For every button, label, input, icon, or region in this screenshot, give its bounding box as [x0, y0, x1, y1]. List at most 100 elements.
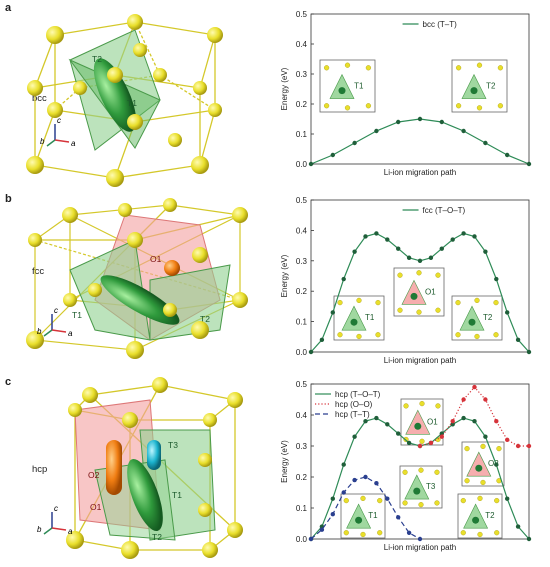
data-point	[461, 128, 466, 134]
axis-label-c-b: c	[54, 306, 58, 315]
data-point	[352, 140, 357, 146]
y-tick-label: 0.5	[296, 380, 308, 389]
y-tick-label: 0.1	[296, 318, 308, 327]
plot-frame	[310, 13, 530, 165]
data-point	[385, 422, 390, 427]
data-point	[396, 431, 401, 436]
data-point	[472, 384, 477, 390]
inset-T1: T1	[333, 295, 385, 341]
data-point	[526, 536, 532, 542]
legend-label: bcc (T–T)	[423, 20, 458, 29]
data-point	[461, 397, 466, 402]
y-tick-label: 0.4	[296, 226, 308, 235]
y-tick-label: 0.0	[296, 348, 308, 357]
data-point	[483, 249, 488, 254]
inset-T2: T2	[457, 493, 503, 539]
data-point	[385, 496, 390, 501]
structure-label-fcc: fcc	[32, 266, 45, 277]
data-point	[319, 527, 325, 532]
inset-T2: T2	[451, 59, 508, 113]
data-point	[330, 310, 335, 315]
svg-text:T2: T2	[485, 511, 495, 520]
inset-T1: T1	[319, 59, 376, 113]
data-point	[319, 337, 325, 343]
y-tick-label: 0.0	[296, 535, 308, 544]
data-point	[494, 276, 499, 282]
hcp-structure: O2 O1 T3 T1 T2	[66, 377, 243, 559]
svg-text:T1: T1	[172, 490, 182, 500]
bcc-structure: T2 T1	[26, 14, 223, 187]
y-tick-label: 0.2	[296, 287, 308, 296]
y-tick-label: 0.5	[296, 196, 308, 205]
inset-O1: O1	[393, 267, 445, 317]
legend-label: hcp (T–T)	[335, 410, 370, 419]
y-tick-label: 0.3	[296, 70, 308, 79]
svg-text:O2: O2	[88, 470, 100, 480]
axis-label-a-b: a	[68, 329, 73, 338]
data-point	[461, 415, 466, 421]
svg-text:O1: O1	[427, 417, 438, 426]
data-point	[396, 119, 401, 125]
svg-text:T2: T2	[152, 532, 162, 542]
axis-label-b-b: b	[37, 327, 42, 336]
data-point	[352, 434, 357, 439]
data-point	[406, 530, 412, 535]
svg-text:T2: T2	[483, 313, 493, 322]
svg-text:T3: T3	[168, 440, 178, 450]
series-line	[310, 476, 421, 540]
data-point	[396, 515, 401, 520]
data-point	[526, 349, 532, 355]
structure-label-bcc: bcc	[32, 93, 47, 104]
panel-letter-a: a	[5, 2, 12, 14]
data-point	[505, 496, 510, 501]
svg-text:T2: T2	[200, 314, 210, 324]
data-point	[374, 415, 379, 421]
panel-letter-b: b	[5, 193, 12, 205]
data-point	[526, 161, 532, 167]
svg-text:T3: T3	[426, 482, 436, 491]
data-point	[483, 140, 488, 146]
data-point	[341, 462, 346, 467]
svg-text:T1: T1	[127, 98, 137, 108]
data-point	[515, 337, 521, 343]
data-point	[417, 443, 423, 449]
inset-T3: T3	[399, 465, 443, 509]
y-axis-label: Energy (eV)	[280, 440, 289, 483]
y-tick-label: 0.2	[296, 100, 308, 109]
panel-letter-c: c	[5, 376, 12, 388]
data-point	[439, 434, 444, 439]
data-point	[439, 119, 444, 125]
y-axis-label: Energy (eV)	[280, 254, 289, 297]
data-point	[341, 490, 346, 495]
legend-label: hcp (T–O–T)	[335, 390, 381, 399]
data-point	[363, 419, 368, 424]
data-point	[483, 397, 488, 402]
svg-text:T2: T2	[486, 82, 496, 91]
axis-triads	[43, 124, 70, 535]
data-point	[330, 152, 335, 158]
y-tick-label: 0.2	[296, 473, 308, 482]
y-axis-label: Energy (eV)	[280, 67, 289, 110]
y-tick-label: 0.4	[296, 40, 308, 49]
data-point	[515, 443, 521, 449]
y-tick-label: 0.3	[296, 257, 308, 266]
svg-text:O1: O1	[425, 287, 436, 296]
x-axis-label: Li-ion migration path	[384, 356, 456, 365]
data-point	[461, 231, 466, 236]
axis-label-b-c: b	[37, 525, 42, 534]
data-point	[417, 116, 423, 122]
legend-label: fcc (T–O–T)	[423, 206, 466, 215]
axis-label-a-a: a	[71, 139, 76, 148]
svg-text:T1: T1	[72, 310, 82, 320]
data-point	[494, 462, 499, 467]
data-point	[417, 258, 423, 263]
svg-text:T1: T1	[368, 511, 378, 520]
legend-label: hcp (O–O)	[335, 400, 373, 409]
data-point	[308, 161, 314, 167]
y-tick-label: 0.1	[296, 130, 308, 139]
fcc-structure: O1 T1 T2	[26, 198, 248, 359]
data-point	[505, 310, 510, 315]
inset-T1: T1	[340, 493, 386, 539]
data-point	[450, 237, 455, 242]
